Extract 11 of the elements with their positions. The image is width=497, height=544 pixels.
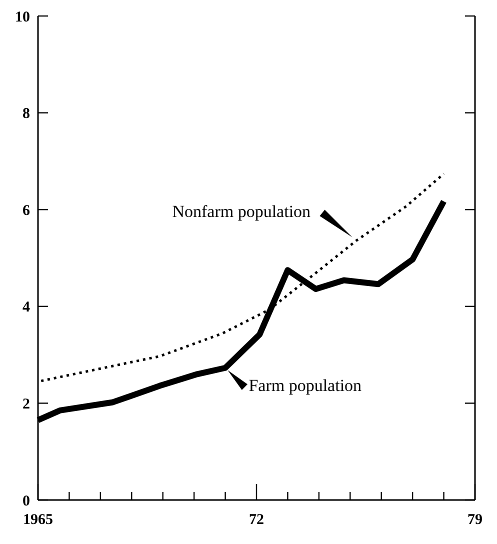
- y-tick-label: 6: [22, 202, 30, 219]
- x-tick-label: 1965: [23, 512, 53, 528]
- legend-label: Farm population: [248, 376, 362, 396]
- y-tick-label: 2: [22, 396, 30, 412]
- x-tick-label: 79: [468, 512, 482, 528]
- y-tick-label: 8: [22, 106, 30, 122]
- y-tick-label: 10: [15, 9, 30, 26]
- text: Nonfarm population: [172, 202, 312, 221]
- y-tick-label: 4: [22, 300, 30, 316]
- y-tick-label: 0: [22, 493, 30, 510]
- x-tick-label: 72: [249, 512, 264, 528]
